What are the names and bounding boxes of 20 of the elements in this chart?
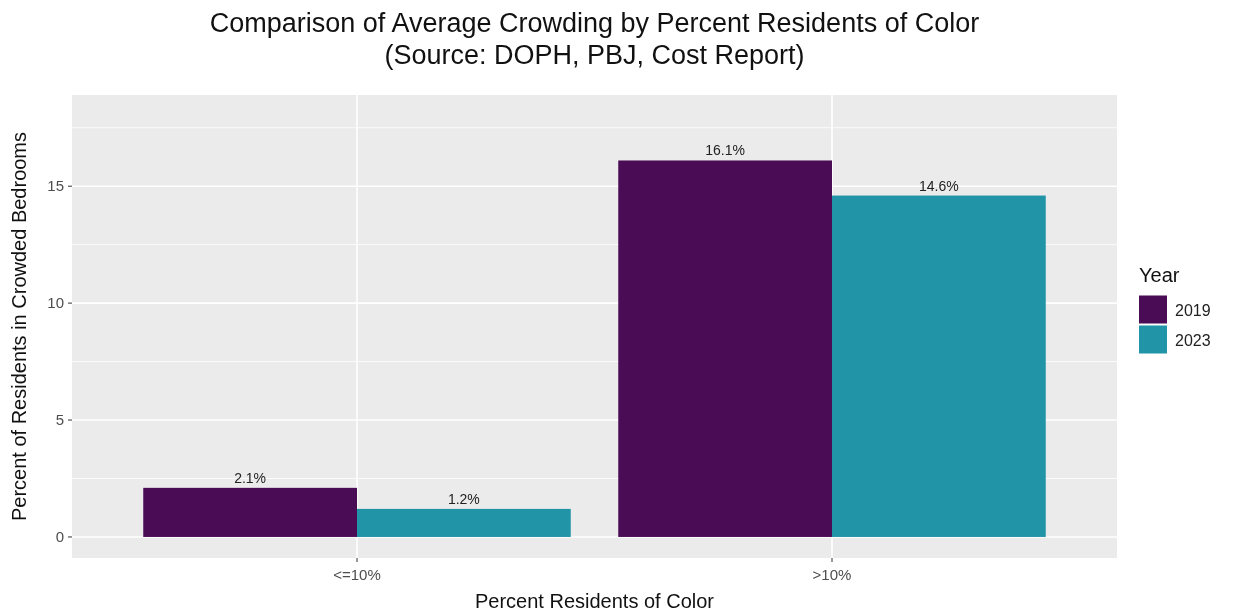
legend-title: Year <box>1139 263 1180 286</box>
bar <box>357 508 571 537</box>
y-axis-title: Percent of Residents in Crowded Bedrooms <box>8 131 30 522</box>
legend-label: 2019 <box>1175 301 1211 319</box>
data-label: 14.6% <box>919 177 959 194</box>
y-tick-label: 0 <box>55 527 64 545</box>
chart-title: Comparison of Average Crowding by Percent Residents of Color (Source: DOPH, PBJ, Cost Report) <box>209 8 980 70</box>
bar <box>143 487 357 537</box>
y-tick-label: 15 <box>47 177 64 195</box>
bar <box>618 160 832 537</box>
data-label: 16.1% <box>705 142 745 159</box>
x-tick-label: >10% <box>812 566 852 583</box>
y-tick-label: 5 <box>55 411 64 429</box>
data-label: 1.2% <box>447 490 480 507</box>
data-label: 2.1% <box>234 469 267 486</box>
x-tick-label: <=10% <box>333 566 381 583</box>
y-tick-label: 10 <box>47 294 64 312</box>
x-axis-title: Percent Residents of Color <box>474 590 715 612</box>
bar <box>832 195 1046 537</box>
legend-label: 2023 <box>1175 331 1211 349</box>
